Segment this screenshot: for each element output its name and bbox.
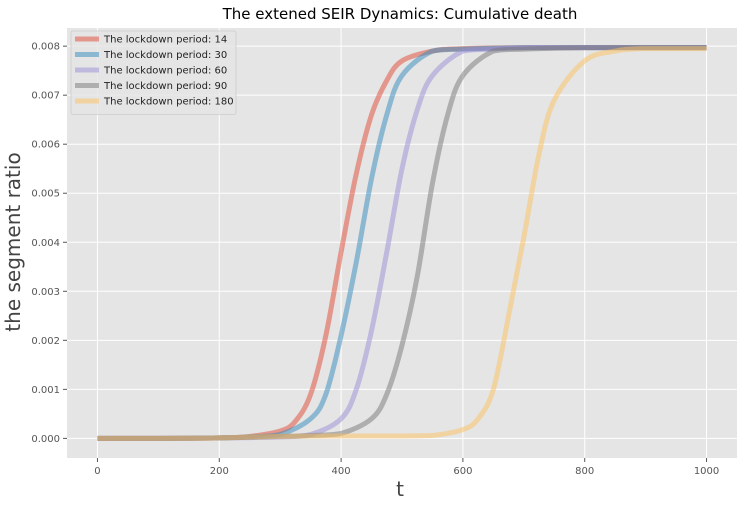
y-axis-label: the segment ratio — [1, 152, 25, 331]
y-tick-label: 0.002 — [31, 336, 60, 347]
x-axis-ticks: 0 200 400 600 800 1000 — [94, 458, 719, 477]
legend-box — [70, 30, 237, 115]
y-tick-label: 0.000 — [31, 434, 60, 445]
y-tick-label: 0.004 — [31, 238, 60, 249]
legend-entry: The lockdown period: 30 — [103, 50, 227, 61]
legend-entry: The lockdown period: 60 — [103, 66, 227, 77]
x-tick-label: 0 — [94, 466, 100, 477]
x-tick-label: 600 — [453, 466, 472, 477]
y-tick-label: 0.003 — [31, 287, 60, 298]
y-tick-label: 0.006 — [31, 140, 60, 151]
x-tick-label: 800 — [575, 466, 594, 477]
series-lines — [97, 45, 707, 441]
legend-entry: The lockdown period: 90 — [103, 81, 227, 92]
y-axis-ticks: 0.000 0.001 0.002 0.003 0.004 0.005 0.006 0.007… — [31, 42, 67, 445]
y-tick-label: 0.007 — [31, 91, 60, 102]
x-tick-label: 1000 — [694, 466, 719, 477]
x-tick-label: 200 — [210, 466, 229, 477]
legend-entry: The lockdown period: 180 — [103, 97, 234, 108]
y-tick-label: 0.008 — [31, 42, 60, 53]
series-line-4 — [97, 46, 707, 441]
legend-entry: The lockdown period: 14 — [103, 35, 227, 46]
chart-title: The extened SEIR Dynamics: Cumulative de… — [222, 5, 578, 23]
y-tick-label: 0.001 — [31, 385, 60, 396]
x-tick-label: 400 — [332, 466, 351, 477]
legend: The lockdown period: 14 The lockdown peri… — [70, 30, 237, 115]
y-tick-label: 0.005 — [31, 189, 60, 200]
x-axis-label: t — [396, 477, 404, 501]
